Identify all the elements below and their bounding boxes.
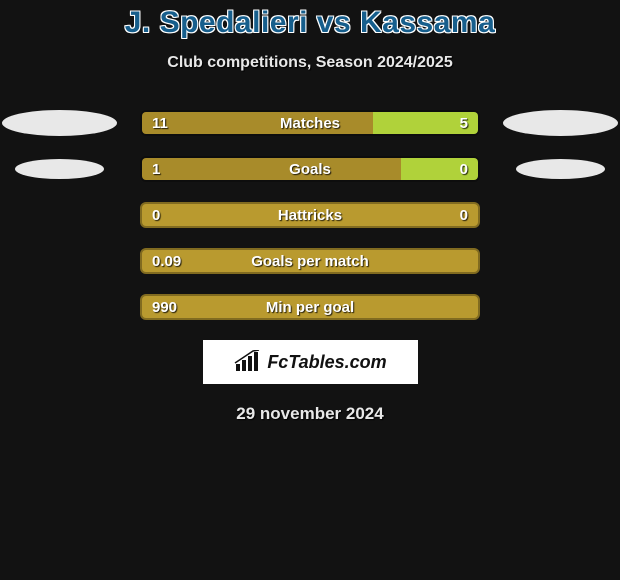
value-left: 0.09 — [152, 253, 181, 270]
stat-bar: 0 0Hattricks — [140, 202, 480, 228]
stat-row: 0 0Hattricks — [0, 202, 620, 228]
stat-label: Min per goal — [142, 299, 478, 316]
ellipse-right — [503, 110, 618, 136]
value-left: 1 — [142, 158, 170, 180]
logo-box: FcTables.com — [203, 340, 418, 384]
stat-row: 990Min per goal — [0, 294, 620, 320]
value-left: 990 — [152, 299, 177, 316]
bar-chart-icon — [233, 350, 261, 374]
stat-label: Goals per match — [142, 253, 478, 270]
ellipse-left — [2, 110, 117, 136]
comparison-infographic: J. Spedalieri vs Kassama Club competitio… — [0, 0, 620, 580]
logo-text: FcTables.com — [267, 352, 386, 373]
ellipse-right — [516, 159, 606, 179]
stat-rows: 115Matches10Goals00Hattricks0.09Goals pe… — [0, 110, 620, 320]
value-right: 0 — [460, 207, 468, 224]
stat-bar: 115Matches — [140, 110, 480, 136]
ellipse-left — [15, 159, 105, 179]
subtitle: Club competitions, Season 2024/2025 — [0, 54, 620, 72]
bar-left — [142, 158, 401, 180]
value-right: 5 — [450, 112, 478, 134]
value-left: 11 — [142, 112, 178, 134]
value-left: 0 — [152, 207, 160, 224]
page-title: J. Spedalieri vs Kassama — [0, 6, 620, 40]
value-right: 0 — [450, 158, 478, 180]
stat-row: 10Goals — [0, 156, 620, 182]
stat-label: Hattricks — [142, 207, 478, 224]
stat-bar: 0.09Goals per match — [140, 248, 480, 274]
stat-row: 0.09Goals per match — [0, 248, 620, 274]
stat-bar: 10Goals — [140, 156, 480, 182]
stat-row: 115Matches — [0, 110, 620, 136]
stat-bar: 990Min per goal — [140, 294, 480, 320]
date-label: 29 november 2024 — [0, 404, 620, 424]
